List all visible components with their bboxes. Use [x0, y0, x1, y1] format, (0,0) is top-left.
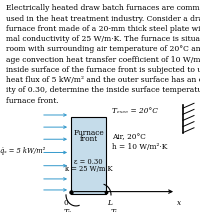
Text: front: front [79, 135, 98, 143]
Text: Electrically heated draw batch furnaces are commonly
used in the heat treatment : Electrically heated draw batch furnaces … [6, 4, 200, 105]
Text: Tₗ: Tₗ [111, 208, 117, 212]
Text: L: L [107, 199, 112, 207]
Text: ε = 0.30: ε = 0.30 [74, 158, 103, 166]
Text: 0: 0 [64, 199, 68, 207]
Text: k = 25 W/m·K: k = 25 W/m·K [65, 165, 112, 173]
Text: q̇ₛ = 5 kW/m²: q̇ₛ = 5 kW/m² [0, 147, 45, 155]
Text: h = 10 W/m²·K: h = 10 W/m²·K [112, 143, 167, 151]
Text: T₀: T₀ [64, 208, 72, 212]
Text: Air, 20°C: Air, 20°C [112, 133, 146, 141]
Text: Tₑₓₑₑ = 20°C: Tₑₓₑₑ = 20°C [112, 107, 158, 115]
Text: x: x [177, 199, 181, 207]
Bar [71, 117, 106, 194]
Text: Furnace: Furnace [73, 129, 104, 137]
